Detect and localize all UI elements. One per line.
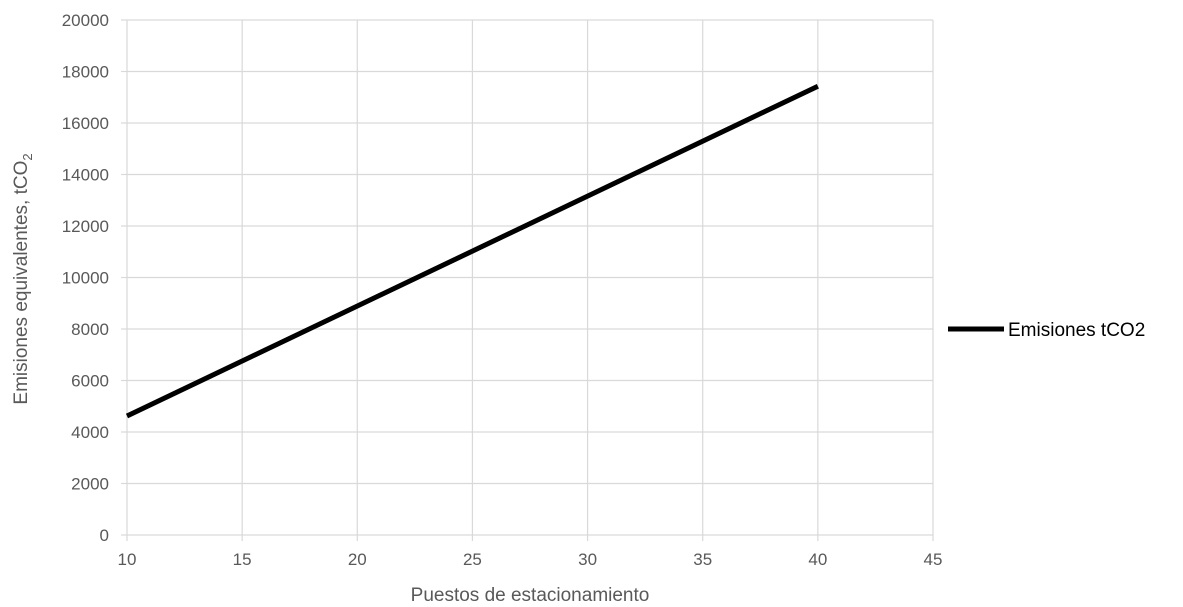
y-tick-label: 16000 — [62, 114, 109, 133]
y-tick-label: 2000 — [71, 475, 109, 494]
tick-labels: 0 2000 4000 6000 8000 10000 12000 14000 16000 180… — [62, 11, 943, 569]
x-tick-label: 45 — [924, 550, 943, 569]
legend: Emisiones tCO2 — [948, 320, 1145, 341]
y-tick-label: 12000 — [62, 217, 109, 236]
y-tick-label: 4000 — [71, 423, 109, 442]
series-line — [125, 83, 819, 419]
y-tick-label: 0 — [100, 526, 109, 545]
x-axis-title: Puestos de estacionamiento — [411, 585, 650, 606]
x-tick-label: 25 — [463, 550, 482, 569]
x-tick-label: 10 — [118, 550, 137, 569]
y-tick-label: 6000 — [71, 372, 109, 391]
gridlines — [121, 19, 934, 541]
x-tick-label: 30 — [578, 550, 597, 569]
x-tick-label: 35 — [693, 550, 712, 569]
y-tick-label: 20000 — [62, 11, 109, 30]
y-tick-label: 14000 — [62, 166, 109, 185]
y-tick-label: 18000 — [62, 63, 109, 82]
series-lines — [125, 83, 819, 419]
legend-label: Emisiones tCO2 — [1008, 320, 1145, 341]
y-axis-title-subscript: 2 — [20, 153, 35, 160]
y-axis-title: Emisiones equivalentes, tCO2 — [11, 153, 35, 404]
y-tick-label: 10000 — [62, 269, 109, 288]
y-tick-label: 8000 — [71, 320, 109, 339]
x-tick-label: 20 — [348, 550, 367, 569]
x-tick-label: 15 — [233, 550, 252, 569]
x-tick-label: 40 — [808, 550, 827, 569]
y-axis-title-main: Emisiones equivalentes, tCO — [11, 161, 32, 405]
